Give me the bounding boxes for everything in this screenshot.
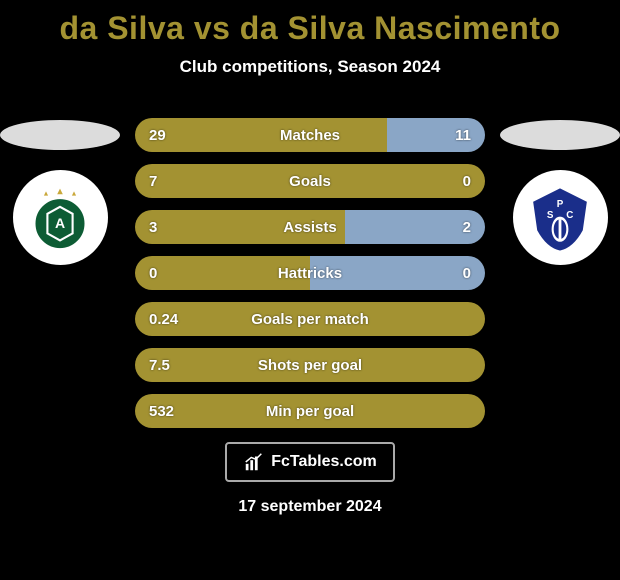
club-crest-left: A bbox=[13, 170, 108, 265]
stats-container: 29Matches117Goals03Assists20Hattricks00.… bbox=[135, 118, 485, 440]
stat-value-left: 7 bbox=[149, 173, 209, 190]
page-title: da Silva vs da Silva Nascimento bbox=[0, 0, 620, 47]
stat-value-right: 11 bbox=[411, 127, 471, 144]
stat-row: 0Hattricks0 bbox=[135, 256, 485, 290]
left-player-block: A bbox=[0, 120, 125, 265]
fctables-badge: FcTables.com bbox=[225, 442, 395, 482]
stat-value-left: 7.5 bbox=[149, 357, 209, 374]
svg-text:P: P bbox=[557, 198, 564, 209]
club-crest-right: P S C bbox=[513, 170, 608, 265]
stat-row: 0.24Goals per match bbox=[135, 302, 485, 336]
stat-value-right: 0 bbox=[411, 173, 471, 190]
stat-value-left: 0.24 bbox=[149, 311, 209, 328]
stat-label: Matches bbox=[209, 127, 411, 144]
footer-date: 17 september 2024 bbox=[0, 498, 620, 516]
stat-row: 7Goals0 bbox=[135, 164, 485, 198]
stat-value-left: 3 bbox=[149, 219, 209, 236]
player-photo-placeholder-right bbox=[500, 120, 620, 150]
stat-label: Min per goal bbox=[209, 403, 411, 420]
stat-value-left: 0 bbox=[149, 265, 209, 282]
stat-value-right: 2 bbox=[411, 219, 471, 236]
stat-row: 7.5Shots per goal bbox=[135, 348, 485, 382]
stat-label: Goals bbox=[209, 173, 411, 190]
stat-label: Assists bbox=[209, 219, 411, 236]
stat-label: Shots per goal bbox=[209, 357, 411, 374]
stat-value-left: 29 bbox=[149, 127, 209, 144]
svg-text:C: C bbox=[566, 210, 573, 221]
stat-label: Goals per match bbox=[209, 311, 411, 328]
right-player-block: P S C bbox=[495, 120, 620, 265]
stat-row: 29Matches11 bbox=[135, 118, 485, 152]
paysandu-crest-icon: P S C bbox=[525, 183, 595, 253]
svg-text:S: S bbox=[547, 210, 554, 221]
stat-value-left: 532 bbox=[149, 403, 209, 420]
stat-value-right: 0 bbox=[411, 265, 471, 282]
america-mg-crest-icon: A bbox=[25, 183, 95, 253]
fctables-label: FcTables.com bbox=[271, 453, 377, 471]
stat-label: Hattricks bbox=[209, 265, 411, 282]
stat-row: 532Min per goal bbox=[135, 394, 485, 428]
stat-row: 3Assists2 bbox=[135, 210, 485, 244]
subtitle: Club competitions, Season 2024 bbox=[0, 57, 620, 77]
svg-text:A: A bbox=[55, 214, 65, 230]
chart-icon bbox=[243, 451, 265, 473]
player-photo-placeholder-left bbox=[0, 120, 120, 150]
